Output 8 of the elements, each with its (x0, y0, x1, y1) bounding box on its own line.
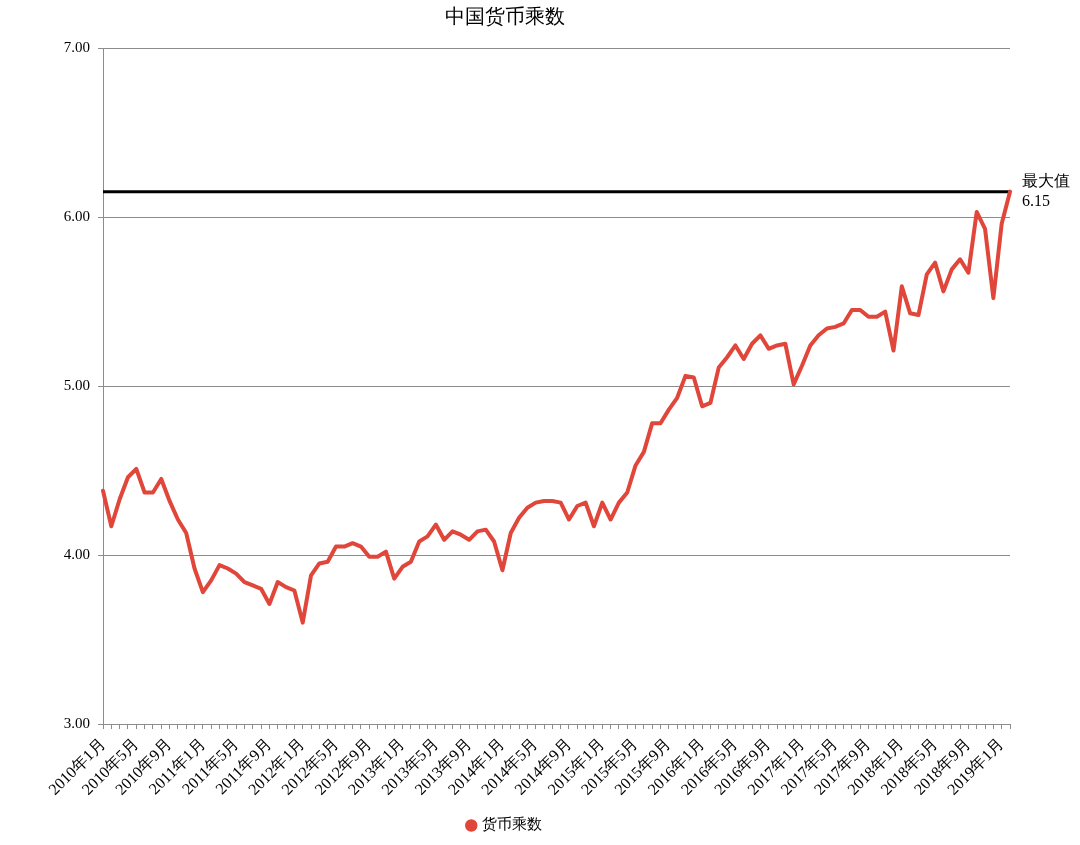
y-tick-label: 4.00 (63, 545, 90, 562)
ref-line-label: 最大值 6.15 (1022, 171, 1070, 209)
y-tick-label: 3.00 (63, 714, 90, 731)
y-tick-label: 7.00 (63, 38, 90, 55)
legend-label: 货币乘数 (481, 816, 542, 833)
y-tick-label: 6.00 (63, 207, 90, 224)
chart-title: 中国货币乘数 (445, 5, 565, 28)
y-tick-label: 5.00 (63, 376, 90, 393)
